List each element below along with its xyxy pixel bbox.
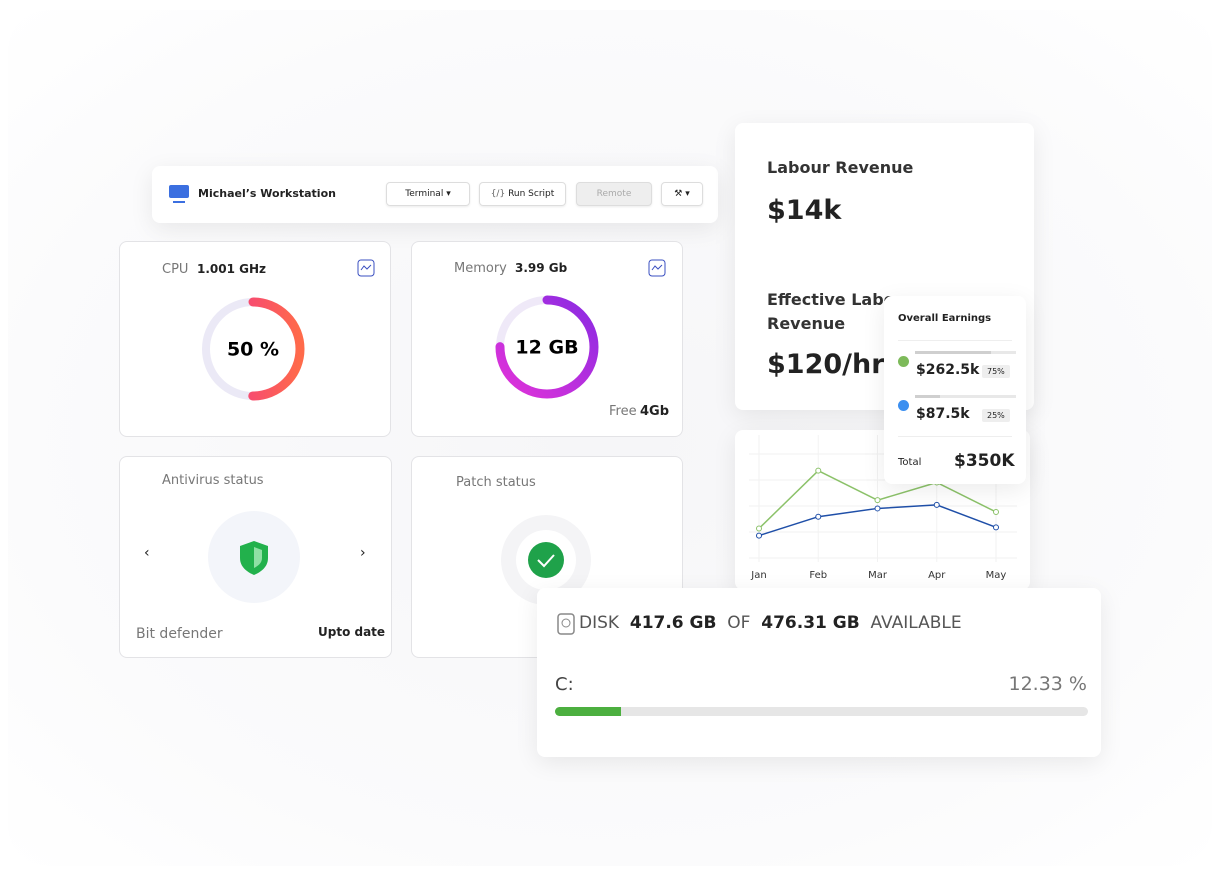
total-label: Total (898, 457, 922, 468)
tools-button[interactable]: ⚒ ▾ (661, 182, 703, 206)
gauge-arc (201, 297, 305, 401)
earning-amount: $262.5k (916, 362, 980, 378)
disk-free: 417.6 GB (629, 613, 717, 633)
antivirus-label: Antivirus status (162, 473, 264, 488)
disk-icon (557, 613, 575, 635)
disk-total: 476.31 GB (761, 613, 860, 633)
total-value: $350K (954, 451, 1015, 471)
disk-of: OF (727, 613, 751, 633)
cpu-value: 50 % (227, 339, 279, 361)
data-point (874, 497, 881, 504)
memory-used: 12 GB (515, 337, 578, 359)
disk-available: AVAILABLE (870, 613, 962, 633)
memory-card: Memory 3.99 Gb 12 GB Free 4Gb (411, 241, 683, 437)
chart-icon[interactable] (648, 259, 666, 277)
antivirus-name: Bit defender (136, 626, 223, 642)
terminal-button[interactable]: Terminal ▾ (386, 182, 470, 206)
share-track (915, 395, 1016, 398)
disk-label: DISK (579, 613, 620, 633)
drive-label: C: (555, 674, 574, 695)
share-bar (915, 395, 941, 398)
next-arrow[interactable]: › (360, 545, 366, 561)
data-point (756, 532, 762, 539)
share-label: 25% (982, 409, 1010, 422)
cpu-speed: 1.001 GHz (197, 262, 267, 276)
button-label: Remote (596, 189, 632, 199)
patch-label: Patch status (456, 475, 536, 490)
prev-arrow[interactable]: ‹ (144, 545, 150, 561)
effective-value: $120/hr (767, 349, 885, 380)
check-icon (501, 515, 591, 605)
x-tick-label: Jan (750, 570, 766, 581)
cpu-card: CPU 1.001 GHz 50 % (119, 241, 391, 437)
memory-size: 3.99 Gb (515, 261, 568, 275)
disk-percent: 12.33 % (1008, 673, 1088, 695)
legend-dot (898, 356, 909, 367)
button-label: Terminal (405, 189, 444, 199)
remote-button[interactable]: Remote (576, 182, 652, 206)
free-label: Free (609, 404, 637, 419)
share-track (915, 351, 1016, 354)
x-tick-label: Mar (868, 570, 888, 581)
toolbar: Michael’s Workstation Terminal ▾ {/} Run… (152, 166, 718, 223)
free-value: 4Gb (640, 404, 670, 419)
windows-icon (169, 185, 189, 203)
data-point (815, 467, 822, 474)
data-point (874, 505, 881, 512)
data-point (815, 513, 822, 520)
disk-card: DISK 417.6 GB OF 476.31 GB AVAILABLE C: … (537, 588, 1101, 757)
earnings-popover: Overall Earnings $262.5k 75% $87.5k 25% Tot… (884, 296, 1026, 484)
cpu-label: CPU (162, 262, 189, 277)
labour-title: Labour Revenue (767, 158, 914, 177)
data-point (993, 508, 999, 515)
x-tick-label: Apr (928, 570, 946, 581)
cpu-gauge: 50 % (201, 297, 305, 401)
gauge-arc (495, 295, 599, 399)
share-bar (915, 351, 991, 354)
patch-card: Patch status (411, 456, 683, 658)
run-script-button[interactable]: {/} Run Script (479, 182, 566, 206)
memory-label: Memory (454, 261, 507, 276)
effective-title: Effective Labour Revenue (767, 290, 914, 333)
data-point (933, 501, 940, 508)
share-label: 75% (982, 365, 1010, 378)
labour-value: $14k (767, 195, 842, 226)
shield-icon (208, 511, 300, 603)
disk-fill (555, 707, 621, 716)
legend-dot (898, 400, 909, 411)
earnings-title: Overall Earnings (898, 313, 992, 324)
divider (898, 340, 1012, 341)
divider (898, 436, 1012, 437)
chart-icon[interactable] (357, 259, 375, 277)
earning-amount: $87.5k (916, 406, 970, 422)
button-label: Run Script (508, 189, 555, 199)
x-tick-label: May (986, 570, 1007, 581)
disk-heading: DISK 417.6 GB OF 476.31 GB AVAILABLE (579, 613, 962, 633)
disk-track (555, 707, 1088, 716)
data-point (993, 524, 999, 531)
antivirus-status: Upto date (318, 625, 386, 639)
x-tick-label: Feb (809, 570, 827, 581)
memory-gauge: 12 GB (495, 295, 599, 399)
data-point (756, 525, 762, 532)
antivirus-card: Antivirus status ‹ › Bit defender Upto d… (119, 456, 392, 658)
workstation-title: Michael’s Workstation (198, 187, 336, 200)
